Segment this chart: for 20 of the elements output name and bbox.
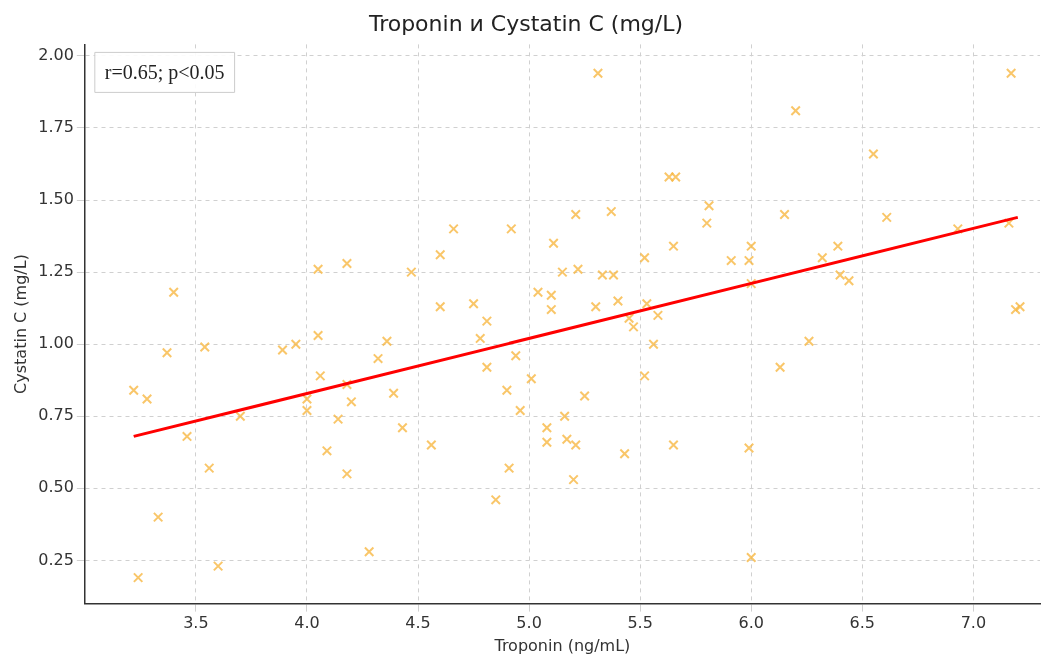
chart-title: Troponin и Cystatin C (mg/L) (367, 10, 684, 36)
y-tick-label: 2.00 (38, 45, 74, 65)
x-tick-label: 3.5 (183, 613, 209, 633)
y-tick-label: 0.50 (38, 477, 74, 497)
y-tick-label: 1.75 (38, 117, 74, 137)
y-tick-label: 1.00 (38, 333, 74, 353)
y-tick-label: 1.25 (38, 261, 74, 281)
x-tick-label: 6.5 (849, 613, 876, 633)
x-tick-label: 5.5 (627, 613, 653, 633)
y-tick-label: 1.50 (38, 189, 74, 209)
y-tick-label: 0.25 (38, 549, 74, 569)
x-tick-label: 7.0 (960, 613, 987, 633)
x-tick-label: 4.0 (294, 613, 320, 633)
x-tick-label: 5.0 (516, 613, 542, 633)
x-tick-label: 4.5 (405, 613, 431, 633)
y-axis-title: Cystatin C (mg/L) (10, 254, 30, 394)
annotation: r=0.65; p<0.05 (104, 60, 225, 84)
x-tick-label: 6.0 (738, 613, 764, 633)
y-tick-label: 0.75 (38, 405, 74, 425)
x-axis-title: Troponin (ng/mL) (493, 635, 631, 655)
